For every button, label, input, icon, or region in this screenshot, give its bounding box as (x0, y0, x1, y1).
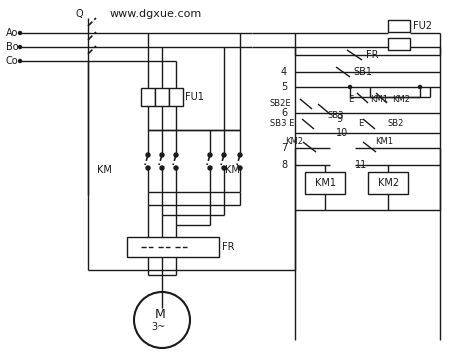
Text: SB2E: SB2E (270, 99, 292, 109)
Text: FU2: FU2 (413, 21, 432, 31)
Bar (368, 172, 408, 194)
Bar (127, 237, 219, 257)
Text: FU1: FU1 (185, 92, 204, 102)
Text: www.dgxue.com: www.dgxue.com (110, 9, 202, 19)
Circle shape (238, 166, 242, 170)
Circle shape (160, 166, 164, 170)
Circle shape (18, 59, 22, 63)
Circle shape (18, 46, 22, 48)
Circle shape (146, 166, 150, 170)
Text: 7: 7 (281, 143, 287, 153)
Circle shape (160, 153, 164, 157)
Text: Ao: Ao (6, 28, 18, 38)
Text: KM2: KM2 (285, 136, 303, 146)
Text: Co: Co (6, 56, 18, 66)
Bar (169, 88, 183, 106)
Text: 8: 8 (281, 160, 287, 170)
Circle shape (208, 153, 212, 157)
Text: SB3: SB3 (327, 111, 343, 120)
Text: KM: KM (97, 165, 112, 175)
Circle shape (222, 153, 226, 157)
Text: E: E (348, 94, 353, 104)
Circle shape (222, 166, 226, 170)
Text: SB1: SB1 (353, 67, 372, 77)
Circle shape (146, 153, 150, 157)
Text: FR: FR (366, 50, 378, 60)
Circle shape (208, 166, 212, 170)
Text: KM2: KM2 (378, 178, 399, 188)
Text: M: M (155, 309, 166, 321)
Bar (388, 20, 410, 32)
Text: KM1: KM1 (370, 95, 388, 105)
Text: FR: FR (222, 242, 234, 252)
Circle shape (174, 166, 178, 170)
Text: KM: KM (225, 165, 240, 175)
Text: 9: 9 (336, 114, 342, 124)
Text: KM1: KM1 (315, 178, 336, 188)
Text: KM1: KM1 (375, 136, 393, 146)
Circle shape (238, 153, 242, 157)
Text: 4: 4 (281, 67, 287, 77)
Bar (155, 88, 169, 106)
Text: 5: 5 (281, 82, 287, 92)
Text: Q: Q (75, 9, 83, 19)
Bar (141, 88, 155, 106)
Text: 3~: 3~ (151, 322, 165, 332)
Text: 10: 10 (336, 128, 348, 138)
Text: SB2: SB2 (388, 120, 405, 129)
Circle shape (418, 85, 422, 89)
Circle shape (348, 85, 351, 89)
Text: KM2: KM2 (392, 95, 410, 105)
Bar (305, 172, 345, 194)
Text: SB3 E: SB3 E (270, 120, 294, 129)
Text: Bo: Bo (6, 42, 18, 52)
Bar (388, 38, 410, 50)
Text: 6: 6 (281, 108, 287, 118)
Circle shape (18, 31, 22, 35)
Text: 11: 11 (355, 160, 367, 170)
Text: E: E (358, 120, 363, 129)
Circle shape (174, 153, 178, 157)
